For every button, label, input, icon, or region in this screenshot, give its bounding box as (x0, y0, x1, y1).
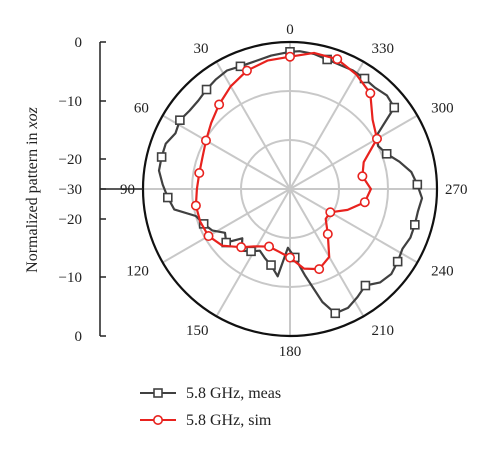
y-axis-label-italic: xoz (24, 106, 41, 129)
grid-spoke-300 (289, 114, 418, 190)
angle-label: 300 (431, 101, 454, 117)
grid-spoke-330 (289, 61, 365, 190)
radial-tick-label: −20 (59, 152, 82, 168)
data-point-meas (175, 115, 185, 125)
data-point-meas (389, 102, 400, 113)
legend-item-meas: 5.8 GHz, meas (140, 385, 281, 402)
angle-label: 120 (126, 264, 149, 280)
angle-label: 330 (372, 41, 395, 57)
data-point-sim (214, 99, 225, 110)
data-point-sim (332, 54, 343, 65)
angle-label: 30 (194, 41, 209, 57)
data-point-sim (203, 231, 214, 242)
angle-label: 90 (120, 182, 135, 198)
data-point-sim (314, 264, 325, 275)
data-point-sim (371, 133, 382, 144)
radial-tick-label: −10 (59, 270, 82, 286)
angle-label: 180 (279, 344, 302, 360)
data-point-meas (392, 256, 403, 267)
data-point-meas (330, 308, 341, 319)
data-point-sim (284, 51, 295, 62)
grid-spoke-240 (289, 188, 418, 264)
legend-label-meas: 5.8 GHz, meas (186, 385, 281, 402)
radial-tick-label: 0 (75, 329, 83, 345)
legend-marker-meas (153, 388, 163, 398)
y-axis-label: Normalized pattern in xoz (24, 106, 41, 272)
data-point-sim (200, 135, 211, 146)
data-point-meas (412, 179, 423, 190)
data-point-meas (266, 260, 276, 270)
radial-tick-label: −10 (59, 94, 82, 110)
angle-label: 270 (445, 182, 468, 198)
data-point-sim (284, 252, 295, 263)
grid-spoke-30 (215, 61, 291, 190)
data-point-meas (381, 149, 392, 159)
polar-grid (141, 40, 439, 338)
angle-label: 60 (134, 101, 149, 117)
radial-axis (99, 41, 143, 337)
data-point-sim (365, 88, 376, 99)
data-point-sim (190, 200, 201, 211)
data-point-sim (322, 229, 333, 240)
data-point-sim (264, 241, 275, 252)
angle-label: 240 (431, 264, 454, 280)
legend-marker-sim (153, 414, 164, 425)
angle-label: 0 (286, 22, 294, 38)
legend-item-sim: 5.8 GHz, sim (140, 412, 272, 429)
radial-tick-label: −20 (59, 212, 82, 228)
grid-spoke-120 (162, 188, 291, 264)
data-point-sim (325, 207, 336, 218)
data-point-sim (359, 197, 370, 208)
legend-label-sim: 5.8 GHz, sim (186, 412, 272, 429)
data-point-meas (410, 219, 420, 230)
radial-tick-label: 0 (75, 35, 83, 51)
data-point-meas (360, 280, 371, 291)
grid-spoke-60 (162, 114, 291, 190)
radial-tick-labels: 0 −10 −20 −30 −20 −10 0 (59, 35, 82, 345)
data-point-meas (246, 246, 256, 257)
angle-labels: 0 30 60 90 120 150 180 210 240 270 300 330 (120, 22, 468, 360)
data-point-sim (194, 168, 205, 179)
grid-spoke-210 (289, 188, 365, 317)
data-point-meas (162, 192, 173, 203)
data-point-sim (241, 65, 252, 76)
data-point-sim (236, 242, 247, 253)
legend: 5.8 GHz, meas 5.8 GHz, sim (140, 385, 281, 429)
data-point-meas (201, 84, 212, 95)
angle-label: 150 (186, 323, 209, 339)
angle-label: 210 (372, 323, 395, 339)
radial-tick-label: −30 (59, 182, 82, 198)
data-point-sim (357, 171, 368, 182)
data-point-meas (156, 152, 167, 162)
series-group (156, 46, 424, 319)
